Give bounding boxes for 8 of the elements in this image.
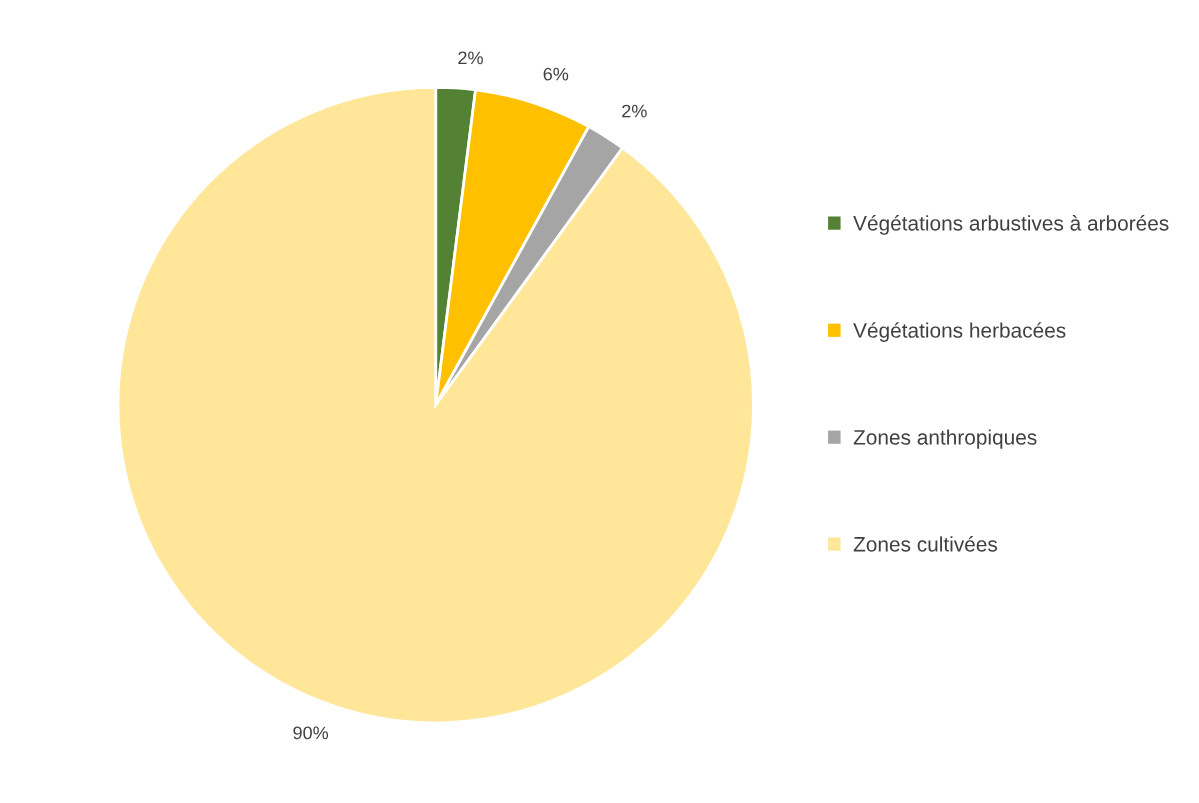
legend-label: Zones anthropiques <box>853 429 1037 449</box>
data-label: 6% <box>543 67 569 81</box>
data-label: 2% <box>622 104 647 118</box>
legend-label: Zones cultivées <box>853 536 998 552</box>
data-label: 2% <box>458 51 483 65</box>
legend-label: Végétations herbacées <box>853 322 1066 342</box>
data-label: 90% <box>293 726 329 740</box>
legend-label: Végétations arbustives à arborées <box>853 215 1169 235</box>
